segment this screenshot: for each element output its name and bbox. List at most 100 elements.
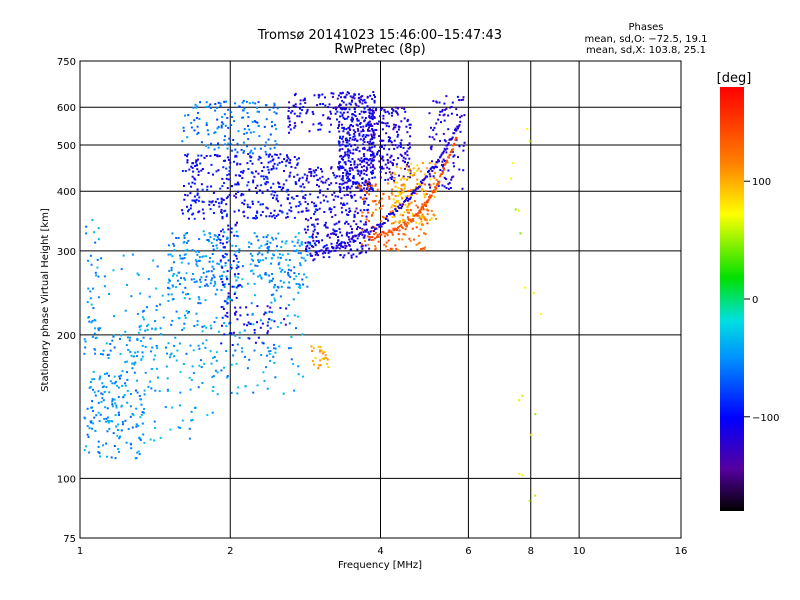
data-point [189, 344, 192, 347]
data-point [120, 429, 123, 432]
data-point [266, 189, 269, 192]
data-point [364, 194, 367, 197]
data-point [341, 183, 343, 186]
data-point [398, 220, 401, 222]
data-point [190, 204, 192, 207]
data-point [341, 143, 344, 146]
data-point [405, 195, 408, 198]
data-point [430, 166, 433, 169]
data-point [343, 154, 346, 157]
data-point [273, 146, 276, 149]
data-point [106, 372, 109, 375]
data-point [126, 371, 128, 374]
data-point [195, 280, 198, 283]
data-point [194, 201, 197, 204]
data-point [319, 249, 322, 252]
data-point [374, 248, 377, 251]
data-point [349, 151, 352, 154]
data-point [435, 184, 438, 187]
data-point [330, 208, 333, 211]
data-point [366, 105, 369, 108]
data-point [387, 136, 390, 139]
data-point [280, 210, 283, 213]
data-point [307, 219, 310, 222]
data-point [201, 382, 204, 385]
data-point [226, 375, 229, 377]
data-point [225, 197, 228, 200]
data-point [372, 111, 375, 114]
data-point [221, 280, 224, 283]
data-point [318, 241, 320, 244]
data-point [397, 191, 400, 194]
data-point [234, 155, 237, 158]
data-point [217, 142, 219, 145]
data-point [432, 175, 435, 178]
data-point [126, 378, 129, 381]
data-point [514, 208, 517, 211]
data-point [230, 111, 233, 114]
data-point [395, 247, 398, 250]
data-point [357, 233, 360, 236]
data-point [362, 236, 365, 239]
data-point [171, 284, 174, 287]
data-point [288, 106, 291, 109]
data-point [280, 321, 283, 324]
data-point [229, 263, 232, 266]
data-point [430, 145, 433, 148]
data-point [371, 125, 374, 128]
data-point [233, 160, 235, 163]
data-point [364, 200, 367, 203]
data-point [299, 286, 301, 289]
data-point [324, 96, 326, 99]
data-point [238, 331, 241, 334]
data-point [327, 366, 330, 369]
data-point [517, 209, 520, 212]
data-point [288, 202, 291, 205]
data-point [311, 236, 314, 239]
y-tick-label: 75 [63, 534, 76, 545]
data-point [352, 148, 355, 151]
data-point [323, 224, 326, 227]
data-point [242, 141, 245, 144]
data-point [344, 153, 347, 156]
data-point [99, 327, 102, 330]
data-point [445, 161, 448, 164]
data-point [380, 207, 383, 210]
data-point [382, 159, 385, 162]
data-point [278, 209, 281, 212]
data-point [201, 255, 204, 258]
data-point [90, 263, 93, 266]
data-point [203, 362, 206, 365]
data-point [219, 104, 222, 107]
data-point [350, 237, 353, 240]
data-point [355, 207, 358, 210]
data-point [214, 154, 216, 156]
data-point [366, 228, 369, 231]
data-point [185, 293, 187, 296]
data-point [119, 352, 122, 355]
data-point [241, 278, 244, 281]
data-point [261, 192, 264, 194]
data-point [347, 150, 350, 153]
data-point [328, 236, 331, 239]
data-point [387, 140, 390, 143]
data-point [247, 153, 250, 155]
data-point [347, 172, 350, 175]
data-point [227, 108, 230, 111]
data-point [214, 293, 217, 296]
data-point [273, 194, 276, 197]
data-point [402, 175, 405, 178]
data-point [215, 170, 218, 173]
data-point [287, 286, 289, 289]
data-point [246, 184, 249, 187]
data-point [288, 286, 291, 289]
data-point [240, 170, 243, 173]
data-point [337, 127, 339, 129]
data-point [369, 230, 372, 233]
data-point [196, 193, 199, 196]
data-point [190, 419, 193, 422]
data-point [271, 155, 274, 158]
data-point [405, 224, 408, 227]
data-point [213, 356, 216, 358]
data-point [390, 192, 393, 195]
